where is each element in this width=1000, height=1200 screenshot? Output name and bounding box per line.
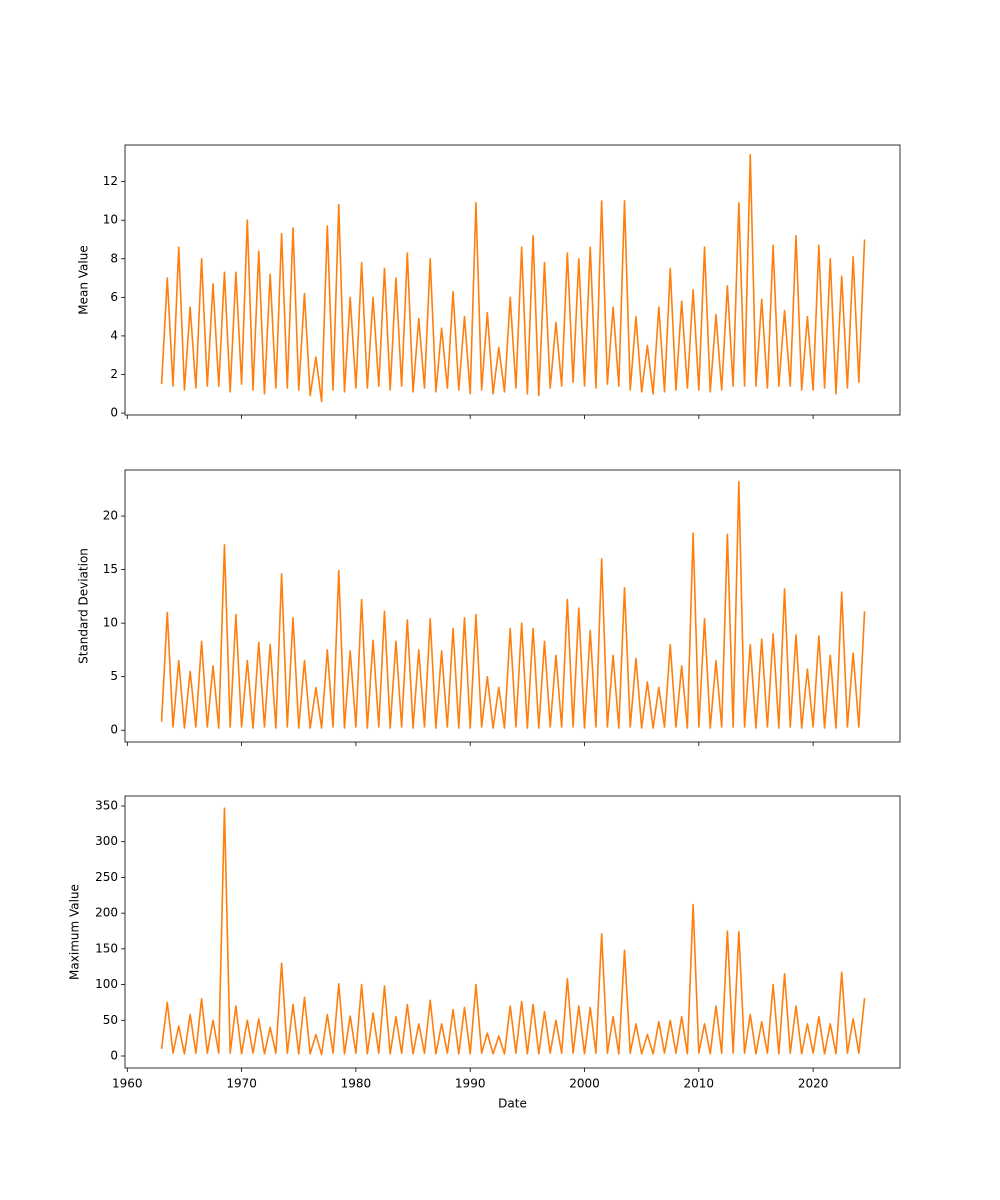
y-axis-label: Standard Deviation [77,548,91,664]
x-tick-label: 2000 [569,1077,600,1091]
axes-frame [124,144,901,416]
y-tick-label: 20 [103,509,118,523]
y-tick-label: 0 [110,1049,118,1063]
y-tick-label: 15 [103,562,118,576]
x-axis-label: Date [498,1097,527,1111]
x-tick-label: 1980 [341,1077,372,1091]
y-tick-label: 10 [103,616,118,630]
axes-frame [124,469,901,743]
x-tick-label: 1990 [455,1077,486,1091]
y-tick-label: 250 [95,870,118,884]
data-line [160,807,866,1056]
y-tick-label: 2 [110,367,118,381]
y-tick-label: 300 [95,834,118,848]
y-tick-label: 350 [95,799,118,813]
y-tick-label: 0 [110,723,118,737]
x-tick-label: 1970 [226,1077,257,1091]
x-tick-label: 2010 [684,1077,715,1091]
y-tick-label: 8 [110,251,118,265]
y-tick-label: 5 [110,669,118,683]
y-tick-label: 200 [95,906,118,920]
y-tick-label: 0 [110,406,118,420]
y-axis-label: Maximum Value [68,884,82,980]
axes-frame [124,795,901,1069]
data-line [160,480,866,729]
y-tick-label: 12 [103,174,118,188]
y-tick-label: 4 [110,328,118,342]
y-tick-label: 6 [110,290,118,304]
y-tick-label: 10 [103,213,118,227]
x-tick-label: 2020 [798,1077,829,1091]
data-line [160,153,866,403]
y-axis-label: Mean Value [77,245,91,314]
y-tick-label: 100 [95,977,118,991]
y-tick-label: 50 [103,1013,118,1027]
x-tick-label: 1960 [112,1077,143,1091]
y-tick-label: 150 [95,941,118,955]
